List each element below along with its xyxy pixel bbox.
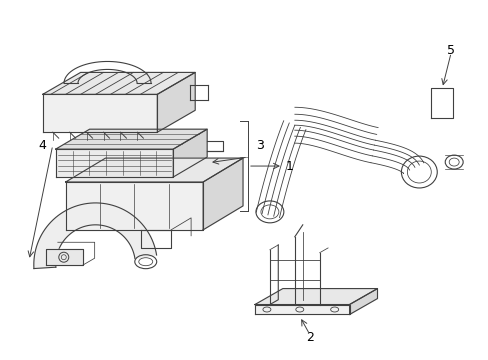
Polygon shape [65, 182, 203, 230]
Text: 3: 3 [255, 139, 264, 152]
Polygon shape [349, 289, 377, 315]
Polygon shape [34, 203, 156, 269]
Polygon shape [254, 289, 377, 305]
Text: 2: 2 [305, 331, 313, 344]
Text: 4: 4 [39, 139, 47, 152]
Polygon shape [56, 149, 173, 177]
Polygon shape [42, 72, 195, 94]
Polygon shape [56, 129, 207, 149]
Polygon shape [173, 129, 207, 177]
Text: 1: 1 [285, 159, 293, 172]
Text: 5: 5 [447, 44, 454, 57]
Polygon shape [254, 305, 349, 315]
Polygon shape [203, 158, 243, 230]
Polygon shape [46, 249, 82, 265]
Polygon shape [65, 158, 243, 182]
Polygon shape [42, 94, 157, 132]
Polygon shape [157, 72, 195, 132]
